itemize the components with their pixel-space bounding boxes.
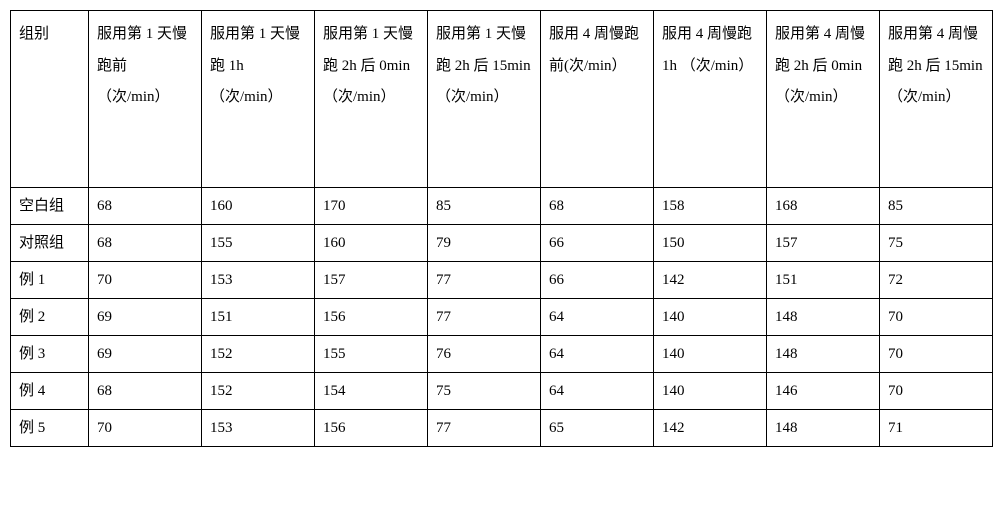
cell: 155 bbox=[315, 336, 428, 373]
table-row: 例 5 70 153 156 77 65 142 148 71 bbox=[11, 410, 993, 447]
cell: 71 bbox=[880, 410, 993, 447]
cell: 64 bbox=[541, 373, 654, 410]
cell: 66 bbox=[541, 262, 654, 299]
col-header: 服用 4 周慢跑 1h （次/min） bbox=[654, 11, 767, 188]
cell: 68 bbox=[89, 188, 202, 225]
cell: 140 bbox=[654, 373, 767, 410]
cell: 158 bbox=[654, 188, 767, 225]
col-header: 服用 4 周慢跑前(次/min） bbox=[541, 11, 654, 188]
cell: 140 bbox=[654, 299, 767, 336]
data-table: 组别 服用第 1 天慢跑前 （次/min） 服用第 1 天慢跑 1h （次/mi… bbox=[10, 10, 993, 447]
cell: 64 bbox=[541, 336, 654, 373]
col-header: 服用第 1 天慢跑 1h （次/min） bbox=[202, 11, 315, 188]
cell: 85 bbox=[428, 188, 541, 225]
cell: 69 bbox=[89, 299, 202, 336]
cell: 69 bbox=[89, 336, 202, 373]
cell: 154 bbox=[315, 373, 428, 410]
col-header: 组别 bbox=[11, 11, 89, 188]
row-label: 例 1 bbox=[11, 262, 89, 299]
cell: 157 bbox=[767, 225, 880, 262]
cell: 72 bbox=[880, 262, 993, 299]
cell: 65 bbox=[541, 410, 654, 447]
cell: 152 bbox=[202, 336, 315, 373]
col-header: 服用第 4 周慢跑 2h 后 0min （次/min） bbox=[767, 11, 880, 188]
cell: 75 bbox=[428, 373, 541, 410]
cell: 152 bbox=[202, 373, 315, 410]
row-label: 例 3 bbox=[11, 336, 89, 373]
cell: 85 bbox=[880, 188, 993, 225]
cell: 155 bbox=[202, 225, 315, 262]
col-header: 服用第 1 天慢跑 2h 后 15min （次/min） bbox=[428, 11, 541, 188]
cell: 76 bbox=[428, 336, 541, 373]
row-label: 例 2 bbox=[11, 299, 89, 336]
cell: 151 bbox=[767, 262, 880, 299]
cell: 170 bbox=[315, 188, 428, 225]
cell: 148 bbox=[767, 410, 880, 447]
cell: 160 bbox=[202, 188, 315, 225]
cell: 148 bbox=[767, 299, 880, 336]
col-header: 服用第 1 天慢跑 2h 后 0min （次/min） bbox=[315, 11, 428, 188]
cell: 168 bbox=[767, 188, 880, 225]
table-row: 例 1 70 153 157 77 66 142 151 72 bbox=[11, 262, 993, 299]
cell: 146 bbox=[767, 373, 880, 410]
cell: 70 bbox=[89, 262, 202, 299]
cell: 68 bbox=[89, 225, 202, 262]
cell: 142 bbox=[654, 410, 767, 447]
row-label: 对照组 bbox=[11, 225, 89, 262]
table-header-row: 组别 服用第 1 天慢跑前 （次/min） 服用第 1 天慢跑 1h （次/mi… bbox=[11, 11, 993, 188]
cell: 156 bbox=[315, 410, 428, 447]
cell: 79 bbox=[428, 225, 541, 262]
cell: 160 bbox=[315, 225, 428, 262]
cell: 75 bbox=[880, 225, 993, 262]
cell: 64 bbox=[541, 299, 654, 336]
table-row: 例 3 69 152 155 76 64 140 148 70 bbox=[11, 336, 993, 373]
cell: 68 bbox=[541, 188, 654, 225]
cell: 77 bbox=[428, 299, 541, 336]
cell: 148 bbox=[767, 336, 880, 373]
table-row: 例 2 69 151 156 77 64 140 148 70 bbox=[11, 299, 993, 336]
cell: 150 bbox=[654, 225, 767, 262]
cell: 77 bbox=[428, 410, 541, 447]
table-row: 对照组 68 155 160 79 66 150 157 75 bbox=[11, 225, 993, 262]
cell: 157 bbox=[315, 262, 428, 299]
cell: 142 bbox=[654, 262, 767, 299]
table-header: 组别 服用第 1 天慢跑前 （次/min） 服用第 1 天慢跑 1h （次/mi… bbox=[11, 11, 993, 188]
cell: 70 bbox=[89, 410, 202, 447]
col-header: 服用第 4 周慢跑 2h 后 15min （次/min） bbox=[880, 11, 993, 188]
cell: 66 bbox=[541, 225, 654, 262]
table-body: 空白组 68 160 170 85 68 158 168 85 对照组 68 1… bbox=[11, 188, 993, 447]
cell: 151 bbox=[202, 299, 315, 336]
cell: 153 bbox=[202, 262, 315, 299]
cell: 70 bbox=[880, 373, 993, 410]
cell: 68 bbox=[89, 373, 202, 410]
row-label: 例 5 bbox=[11, 410, 89, 447]
table-row: 例 4 68 152 154 75 64 140 146 70 bbox=[11, 373, 993, 410]
cell: 77 bbox=[428, 262, 541, 299]
cell: 70 bbox=[880, 299, 993, 336]
cell: 70 bbox=[880, 336, 993, 373]
cell: 140 bbox=[654, 336, 767, 373]
table-row: 空白组 68 160 170 85 68 158 168 85 bbox=[11, 188, 993, 225]
cell: 153 bbox=[202, 410, 315, 447]
row-label: 空白组 bbox=[11, 188, 89, 225]
cell: 156 bbox=[315, 299, 428, 336]
row-label: 例 4 bbox=[11, 373, 89, 410]
col-header: 服用第 1 天慢跑前 （次/min） bbox=[89, 11, 202, 188]
